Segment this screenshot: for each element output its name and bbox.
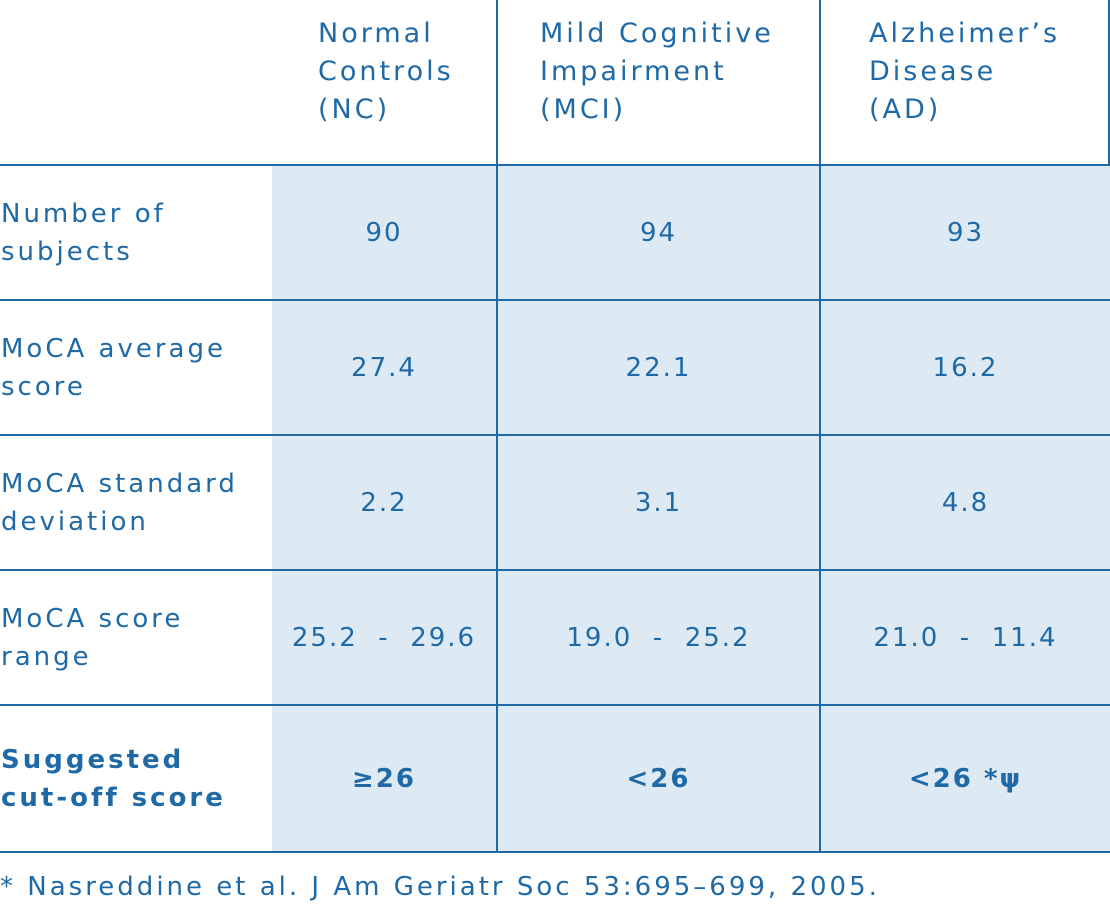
results-table: Normal Controls (NC) Mild Cognitive Impa… <box>0 0 1110 853</box>
table-cell: 93 <box>821 166 1110 299</box>
row-label: MoCA score range <box>0 571 272 704</box>
column-header-nc: Normal Controls (NC) <box>272 0 498 164</box>
table-cell: 25.2 - 29.6 <box>272 571 498 704</box>
row-label: MoCA standard deviation <box>0 436 272 569</box>
table-cell: 4.8 <box>821 436 1110 569</box>
column-header-ad: Alzheimer’s Disease (AD) <box>821 0 1110 164</box>
table-row: MoCA score range 25.2 - 29.6 19.0 - 25.2… <box>0 571 1110 706</box>
row-label: MoCA average score <box>0 301 272 434</box>
table-row: MoCA standard deviation 2.2 3.1 4.8 <box>0 436 1110 571</box>
table-cell: <26 *ψ <box>821 706 1110 851</box>
table-row: MoCA average score 27.4 22.1 16.2 <box>0 301 1110 436</box>
row-label-text: Number of subjects <box>1 198 166 267</box>
table-cell: 3.1 <box>498 436 821 569</box>
column-header-mci: Mild Cognitive Impairment (MCI) <box>498 0 821 164</box>
row-label-text: MoCA standard deviation <box>1 468 238 537</box>
table-cell: 21.0 - 11.4 <box>821 571 1110 704</box>
table-cell: 16.2 <box>821 301 1110 434</box>
header-row: Normal Controls (NC) Mild Cognitive Impa… <box>0 0 1110 166</box>
table-cell: 22.1 <box>498 301 821 434</box>
table-row: Suggested cut-off score ≥26 <26 <26 *ψ <box>0 706 1110 853</box>
table-cell: 19.0 - 25.2 <box>498 571 821 704</box>
table-cell: 27.4 <box>272 301 498 434</box>
table-cell: 94 <box>498 166 821 299</box>
row-label-text: MoCA average score <box>1 333 226 402</box>
table-cell: ≥26 <box>272 706 498 851</box>
row-label: Number of subjects <box>0 166 272 299</box>
table-row: Number of subjects 90 94 93 <box>0 166 1110 301</box>
row-label: Suggested cut-off score <box>0 706 272 851</box>
table-cell: 90 <box>272 166 498 299</box>
table-cell: <26 <box>498 706 821 851</box>
table-cell: 2.2 <box>272 436 498 569</box>
row-label-text: Suggested cut-off score <box>1 744 226 813</box>
header-corner-cell <box>0 0 272 164</box>
row-label-text: MoCA score range <box>1 603 184 672</box>
footnote: * Nasreddine et al. J Am Geriatr Soc 53:… <box>0 872 880 902</box>
